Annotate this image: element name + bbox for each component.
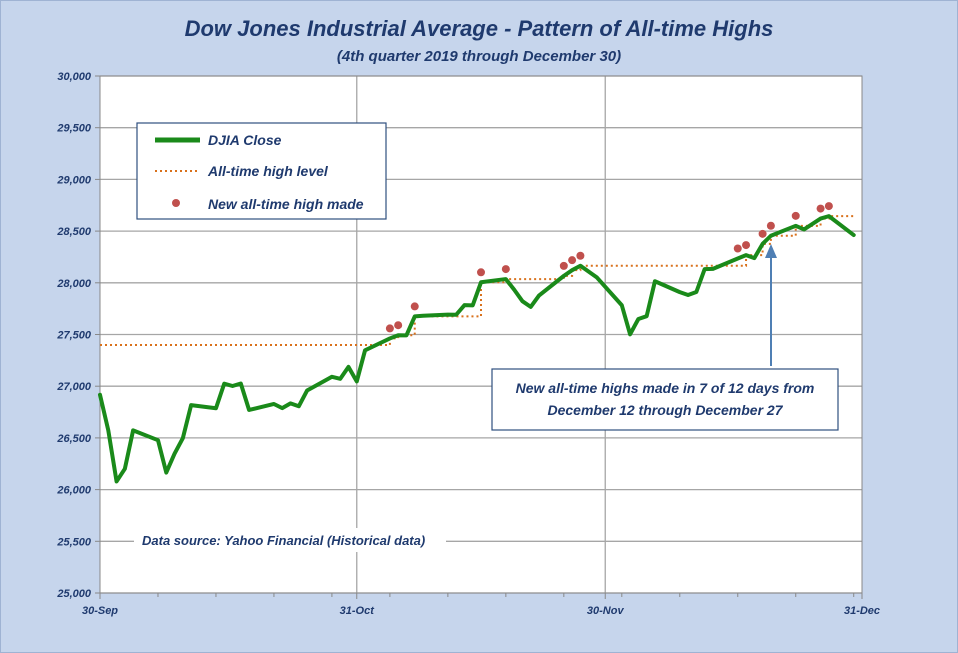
series-layer [98, 202, 856, 484]
series-djia-close-line [98, 214, 856, 484]
plot-border [99, 75, 863, 594]
y-axis-ticks: 25,000 25,500 26,000 26,500 27,000 27,500 28,0… [56, 71, 100, 600]
new-high-marker [816, 204, 825, 213]
y-tick-label: 28,500 [56, 226, 92, 238]
new-high-marker [394, 321, 403, 330]
new-high-marker [568, 256, 577, 265]
chart-title: Dow Jones Industrial Average - Pattern o… [184, 16, 774, 41]
new-high-marker [758, 229, 767, 238]
x-tick-label: 30-Nov [587, 605, 625, 617]
y-tick-label: 27,000 [56, 381, 92, 393]
new-high-marker [477, 268, 485, 277]
x-tick-label: 30-Sep [82, 605, 118, 617]
legend-label-close: DJIA Close [208, 132, 282, 148]
callout-arrow-head [765, 244, 777, 258]
new-high-marker [766, 221, 775, 230]
y-tick-label: 26,000 [56, 485, 92, 497]
callout-line-2: December 12 through December 27 [548, 402, 784, 418]
y-tick-label: 25,500 [56, 536, 92, 548]
legend-label-ath: All-time high level [207, 163, 329, 179]
x-axis-ticks: 30-Sep 31-Oct 30-Nov 31-Dec [82, 593, 880, 617]
x-tick-label: 31-Oct [340, 605, 376, 617]
new-high-marker [559, 261, 568, 270]
new-high-marker [501, 265, 510, 274]
source-note: Data source: Yahoo Financial (Historical… [142, 533, 425, 548]
new-high-marker [824, 202, 833, 211]
legend-swatch-new-high [172, 199, 180, 207]
y-tick-label: 25,000 [56, 588, 92, 600]
new-high-marker [385, 324, 394, 333]
callout-box [491, 368, 839, 431]
new-high-marker [576, 251, 585, 260]
callout: New all-time highs made in 7 of 12 days … [491, 244, 839, 431]
y-tick-label: 26,500 [56, 433, 92, 445]
chart-subtitle: (4th quarter 2019 through December 30) [336, 48, 622, 65]
x-tick-label: 31-Dec [844, 605, 880, 617]
source-note-bg [134, 528, 446, 552]
legend: DJIA Close All-time high level New all-t… [136, 122, 387, 220]
y-tick-label: 27,500 [56, 330, 92, 342]
y-tick-label: 28,000 [56, 278, 92, 290]
y-tick-label: 29,000 [56, 174, 92, 186]
new-high-marker [410, 302, 419, 311]
y-tick-label: 29,500 [56, 123, 92, 135]
new-high-marker [742, 241, 751, 250]
legend-label-new-high: New all-time high made [208, 196, 364, 212]
y-tick-label: 30,000 [57, 71, 92, 83]
new-high-marker [733, 244, 742, 253]
callout-line-1: New all-time highs made in 7 of 12 days … [516, 380, 815, 396]
new-high-marker [791, 211, 800, 220]
